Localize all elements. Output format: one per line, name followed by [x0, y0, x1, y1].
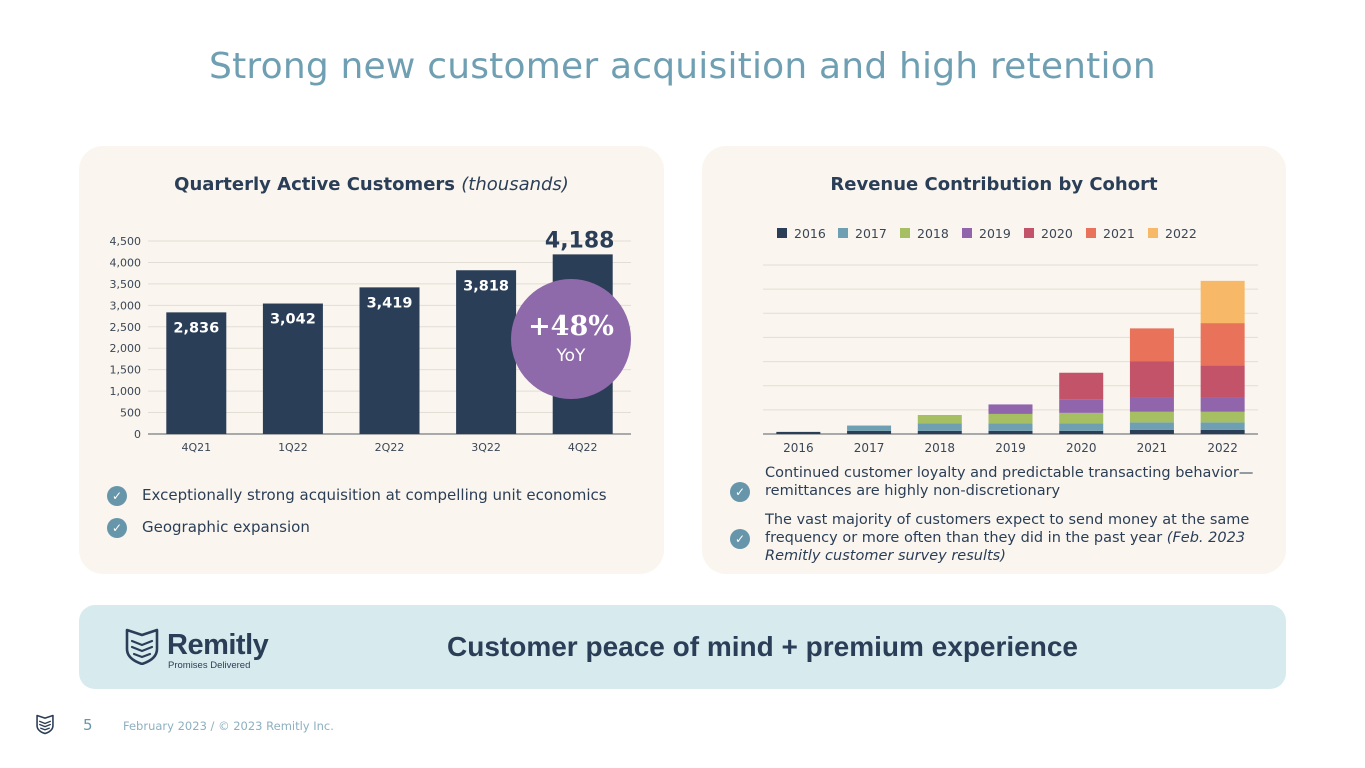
value-prop-banner: Remitly Promises Delivered Customer peac… — [79, 605, 1286, 689]
footer-copyright: February 2023 / © 2023 Remitly Inc. — [123, 719, 334, 733]
yoy-growth-label: YoY — [556, 346, 586, 366]
check-circle-icon: ✓ — [107, 486, 127, 506]
list-item: ✓ The vast majority of customers expect … — [730, 511, 1270, 565]
list-item: ✓ Geographic expansion — [107, 518, 647, 538]
yoy-growth-value: +48% — [528, 311, 614, 342]
check-circle-icon: ✓ — [107, 518, 127, 538]
remitly-footer-logo-icon — [36, 714, 54, 735]
check-circle-icon: ✓ — [730, 482, 750, 502]
bullet-text: The vast majority of customers expect to… — [765, 512, 1250, 546]
banner-headline: Customer peace of mind + premium experie… — [447, 631, 1078, 662]
list-item: ✓ Exceptionally strong acquisition at co… — [107, 486, 647, 506]
quarterly-chart-title-main: Quarterly Active Customers — [174, 174, 455, 195]
check-circle-icon: ✓ — [730, 529, 750, 549]
remitly-shield-logo-icon — [125, 628, 159, 665]
bullet-text: Continued customer loyalty and predictab… — [765, 465, 1254, 499]
bullet-text: Geographic expansion — [142, 518, 310, 536]
quarterly-chart-title: Quarterly Active Customers (thousands) — [79, 174, 664, 195]
page-number: 5 — [83, 716, 93, 734]
slide-title: Strong new customer acquisition and high… — [209, 46, 1156, 87]
cohort-revenue-card: Revenue Contribution by Cohort ✓ Continu… — [702, 146, 1286, 574]
right-bullet-list: ✓ Continued customer loyalty and predict… — [730, 464, 1270, 576]
list-item: ✓ Continued customer loyalty and predict… — [730, 464, 1270, 502]
bullet-text: Exceptionally strong acquisition at comp… — [142, 486, 607, 504]
brand-tagline: Promises Delivered — [168, 660, 251, 671]
left-bullet-list: ✓ Exceptionally strong acquisition at co… — [107, 486, 647, 550]
quarterly-chart-title-unit: (thousands) — [461, 174, 569, 195]
brand-wordmark: Remitly — [167, 629, 269, 661]
yoy-growth-badge: +48% YoY — [511, 279, 631, 399]
survey-note: (Feb. 2023 Remitly customer survey resul… — [765, 530, 1246, 564]
cohort-chart-title: Revenue Contribution by Cohort — [830, 174, 1158, 195]
